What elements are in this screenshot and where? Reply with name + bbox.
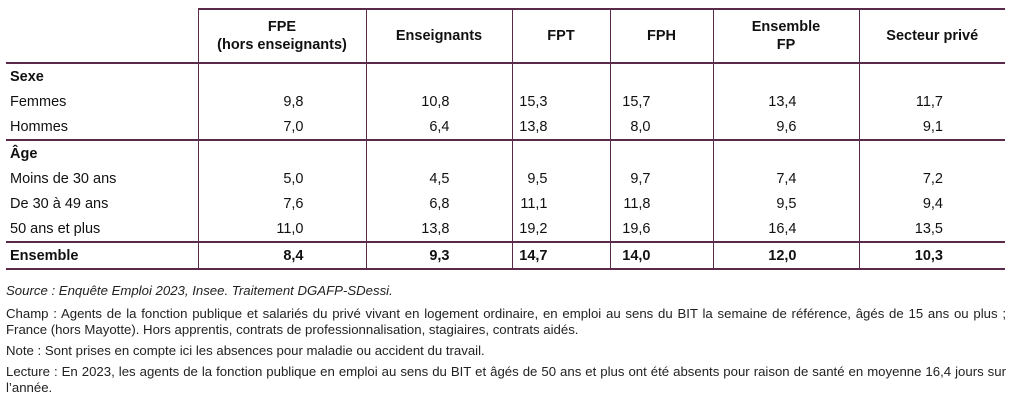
column-header-fph: FPH (609, 8, 713, 64)
row-label: Femmes (10, 93, 67, 110)
source-note: Source : Enquête Emploi 2023, Insee. Tra… (6, 283, 393, 298)
table-cell: 19,6 (609, 216, 713, 242)
absence-days-table: FPE (hors enseignants) Enseignants FPT FP… (6, 8, 1005, 270)
table-row-ensemble: Ensemble 8,4 9,3 14,7 14,0 12,0 10,3 (6, 241, 1005, 270)
table-cell: 7,4 (712, 166, 859, 191)
column-header-line: Enseignants (395, 28, 483, 44)
table-cell: 7,2 (858, 166, 1005, 191)
section-title-sexe: Sexe (10, 68, 44, 85)
table-cell: 9,6 (712, 114, 859, 140)
table-cell: 6,8 (365, 191, 512, 216)
table-cell: 10,3 (858, 241, 1005, 270)
column-header-ensemble-fp: Ensemble FP (712, 8, 859, 64)
section-row-sexe: Sexe (6, 63, 1005, 89)
table-cell: 13,4 (712, 89, 859, 114)
column-header-enseignants: Enseignants (365, 8, 512, 64)
table-cell: 7,6 (197, 191, 366, 216)
row-label: De 30 à 49 ans (10, 195, 109, 212)
table-cell: 7,0 (197, 114, 366, 140)
table-cell: 11,8 (609, 191, 713, 216)
table-cell: 9,5 (511, 166, 610, 191)
table-cell: 9,8 (197, 89, 366, 114)
table-header-row: FPE (hors enseignants) Enseignants FPT FP… (6, 8, 1005, 64)
section-row-age: Âge (6, 139, 1005, 166)
table-cell: 9,7 (609, 166, 713, 191)
lecture-note: Lecture : En 2023, les agents de la fonc… (6, 364, 1006, 395)
table-cell: 16,4 (712, 216, 859, 242)
table-cell: 9,5 (712, 191, 859, 216)
table-cell: 9,4 (858, 191, 1005, 216)
table-body: Sexe Femmes 9,8 10,8 15,3 15,7 13,4 11,7 Homme… (6, 63, 1005, 270)
table-cell: 13,8 (365, 216, 512, 242)
column-header-line: FPE (267, 19, 297, 35)
column-header-line: FPH (647, 28, 676, 44)
table-cell: 15,3 (511, 89, 610, 114)
column-header-line: (hors enseignants) (217, 37, 347, 53)
absence-table-container: FPE (hors enseignants) Enseignants FPT FP… (6, 8, 1005, 270)
row-label: 50 ans et plus (10, 220, 101, 237)
header-blank-cell (6, 9, 198, 64)
column-header-line: Secteur privé (886, 28, 979, 44)
section-title-age: Âge (6, 139, 198, 166)
table-cell: 12,0 (712, 241, 859, 270)
table-cell: 9,3 (365, 241, 512, 270)
table-row-femmes: Femmes 9,8 10,8 15,3 15,7 13,4 11,7 (6, 89, 1005, 114)
table-notes: Source : Enquête Emploi 2023, Insee. Tra… (6, 283, 1006, 401)
column-header-line: FPT (547, 28, 575, 44)
column-header-fpe: FPE (hors enseignants) (197, 8, 366, 64)
column-header-line: FP (776, 37, 796, 53)
table-cell: 13,5 (858, 216, 1005, 242)
table-cell: 8,0 (609, 114, 713, 140)
champ-note: Champ : Agents de la fonction publique e… (6, 306, 1006, 337)
table-cell: 14,0 (609, 241, 713, 270)
table-cell: 11,7 (858, 89, 1005, 114)
table-cell: 11,0 (197, 216, 366, 242)
row-label: Ensemble (6, 241, 198, 270)
table-cell: 10,8 (365, 89, 512, 114)
column-header-fpt: FPT (511, 8, 610, 64)
table-cell: 5,0 (197, 166, 366, 191)
table-row-moins-30: Moins de 30 ans 5,0 4,5 9,5 9,7 7,4 7,2 (6, 166, 1005, 191)
table-cell: 19,2 (511, 216, 610, 242)
table-cell: 11,1 (511, 191, 610, 216)
note-note: Note : Sont prises en compte ici les abs… (6, 343, 485, 358)
table-cell: 9,1 (858, 114, 1005, 140)
table-cell: 6,4 (365, 114, 512, 140)
row-label: Hommes (10, 118, 69, 135)
table-cell: 4,5 (365, 166, 512, 191)
row-label: Moins de 30 ans (10, 170, 117, 187)
table-row-50-plus: 50 ans et plus 11,0 13,8 19,2 19,6 16,4 13,5 (6, 216, 1005, 242)
table-cell: 14,7 (511, 241, 610, 270)
table-cell: 8,4 (197, 241, 366, 270)
column-header-secteur-prive: Secteur privé (858, 8, 1005, 64)
table-row-30-49: De 30 à 49 ans 7,6 6,8 11,1 11,8 9,5 9,4 (6, 191, 1005, 216)
table-row-hommes: Hommes 7,0 6,4 13,8 8,0 9,6 9,1 (6, 114, 1005, 140)
table-cell: 13,8 (511, 114, 610, 140)
column-header-line: Ensemble (751, 19, 821, 35)
table-cell: 15,7 (609, 89, 713, 114)
